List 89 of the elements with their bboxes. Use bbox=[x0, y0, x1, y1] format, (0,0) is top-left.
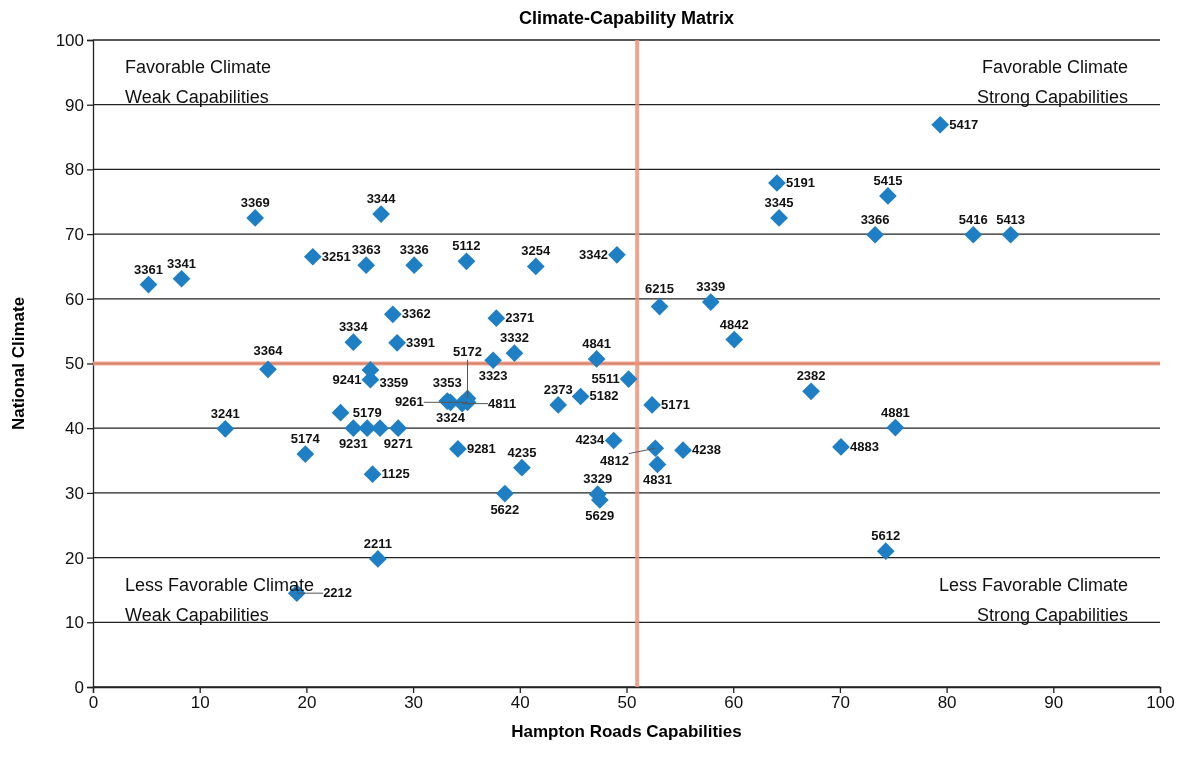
annotation: 3324 bbox=[435, 410, 466, 426]
annotation: 5511 bbox=[591, 371, 620, 387]
annotation: Less Favorable Climate Strong Capabilities bbox=[938, 574, 1128, 625]
annotation: 3353 bbox=[432, 375, 462, 391]
y-tick-label: 0 bbox=[74, 677, 84, 697]
annotation: 4881 bbox=[880, 404, 910, 420]
annotation: 5417 bbox=[949, 116, 979, 132]
annotation: Favorable Climate Weak Capabilities bbox=[125, 56, 272, 107]
annotation: 3345 bbox=[764, 194, 794, 210]
y-tick-label: 70 bbox=[65, 225, 84, 245]
x-tick-label: 100 bbox=[1146, 693, 1175, 713]
x-tick-label: 20 bbox=[297, 693, 317, 713]
y-tick-label: 80 bbox=[65, 160, 84, 180]
annotation: 3364 bbox=[253, 343, 284, 359]
x-tick-label: 60 bbox=[724, 693, 744, 713]
annotation: 3344 bbox=[366, 191, 397, 207]
annotation: 5415 bbox=[873, 172, 903, 188]
annotation: 1125 bbox=[381, 466, 410, 482]
y-tick-label: 20 bbox=[65, 548, 84, 568]
annotation: 9261 bbox=[394, 394, 424, 410]
annotation: 3336 bbox=[399, 242, 429, 258]
annotation: 5182 bbox=[589, 388, 619, 404]
y-tick-label: 100 bbox=[55, 30, 84, 50]
annotation: 9281 bbox=[466, 440, 496, 456]
annotation: Less Favorable Climate Weak Capabilities bbox=[125, 574, 315, 625]
annotation: 2212 bbox=[323, 585, 353, 601]
annotation: 4235 bbox=[507, 444, 537, 460]
annotation: 3369 bbox=[240, 194, 270, 210]
x-tick-label: 10 bbox=[190, 693, 210, 713]
annotation: 3363 bbox=[351, 242, 381, 258]
annotation: 9231 bbox=[338, 436, 368, 452]
y-tick-label: 40 bbox=[65, 419, 84, 439]
chart-title: Climate-Capability Matrix bbox=[518, 8, 735, 28]
annotation: 5612 bbox=[871, 528, 901, 544]
annotation: 3339 bbox=[696, 279, 726, 295]
y-tick-label: 90 bbox=[65, 95, 84, 115]
annotation: 5171 bbox=[661, 396, 691, 412]
annotation: 4841 bbox=[582, 335, 612, 351]
annotation: 2371 bbox=[505, 310, 535, 326]
annotation: 3251 bbox=[321, 248, 351, 264]
annotation: 3341 bbox=[167, 255, 197, 271]
y-axis-title: National Climate bbox=[9, 296, 28, 431]
y-tick-label: 10 bbox=[65, 613, 84, 633]
annotation: 6215 bbox=[645, 280, 675, 296]
annotation: 3254 bbox=[521, 243, 552, 259]
annotation: 2373 bbox=[543, 381, 573, 397]
annotation: 4883 bbox=[849, 438, 879, 454]
annotation: 3366 bbox=[860, 211, 890, 227]
annotation: 4842 bbox=[719, 316, 749, 332]
y-tick-label: 30 bbox=[65, 483, 84, 503]
annotation: 4812 bbox=[600, 453, 629, 469]
annotation: 9271 bbox=[383, 436, 413, 452]
annotation: 4811 bbox=[488, 395, 517, 411]
x-tick-label: 40 bbox=[510, 693, 530, 713]
x-tick-label: 80 bbox=[937, 693, 957, 713]
annotation: 3342 bbox=[578, 246, 608, 262]
x-axis-title: Hampton Roads Capabilities bbox=[511, 722, 742, 741]
annotation: 3391 bbox=[406, 334, 436, 350]
annotation: 5172 bbox=[453, 344, 482, 360]
annotation: 3241 bbox=[210, 405, 240, 421]
y-tick-label: 50 bbox=[65, 354, 84, 374]
annotation: 5622 bbox=[490, 501, 520, 517]
x-tick-label: 50 bbox=[617, 693, 637, 713]
x-tick-label: 70 bbox=[830, 693, 850, 713]
annotation: 3329 bbox=[583, 471, 613, 487]
annotation: 5629 bbox=[585, 508, 615, 524]
annotation: 3334 bbox=[338, 319, 369, 335]
x-tick-label: 90 bbox=[1044, 693, 1064, 713]
annotation: 4238 bbox=[692, 442, 721, 458]
annotation: 3362 bbox=[401, 306, 431, 322]
annotation: 3323 bbox=[478, 368, 508, 384]
annotation: 4234 bbox=[575, 432, 606, 448]
annotation: 3359 bbox=[379, 374, 409, 390]
annotation: 5416 bbox=[958, 211, 988, 227]
annotation: 3361 bbox=[134, 261, 163, 277]
annotation: 9241 bbox=[332, 371, 362, 387]
x-tick-label: 0 bbox=[88, 693, 99, 713]
annotation: 5413 bbox=[996, 211, 1026, 227]
x-tick-label: 30 bbox=[404, 693, 424, 713]
annotation: 2211 bbox=[363, 535, 392, 551]
annotation: 3332 bbox=[500, 330, 529, 346]
annotation: 5174 bbox=[290, 431, 321, 447]
annotation: 5191 bbox=[785, 174, 815, 190]
y-tick-label: 60 bbox=[65, 289, 84, 309]
annotation: 4831 bbox=[642, 472, 672, 488]
annotation: Favorable Climate Strong Capabilities bbox=[976, 56, 1128, 107]
annotation: 5112 bbox=[452, 238, 481, 254]
annotation: 5179 bbox=[352, 405, 382, 421]
annotation: 2382 bbox=[796, 368, 826, 384]
